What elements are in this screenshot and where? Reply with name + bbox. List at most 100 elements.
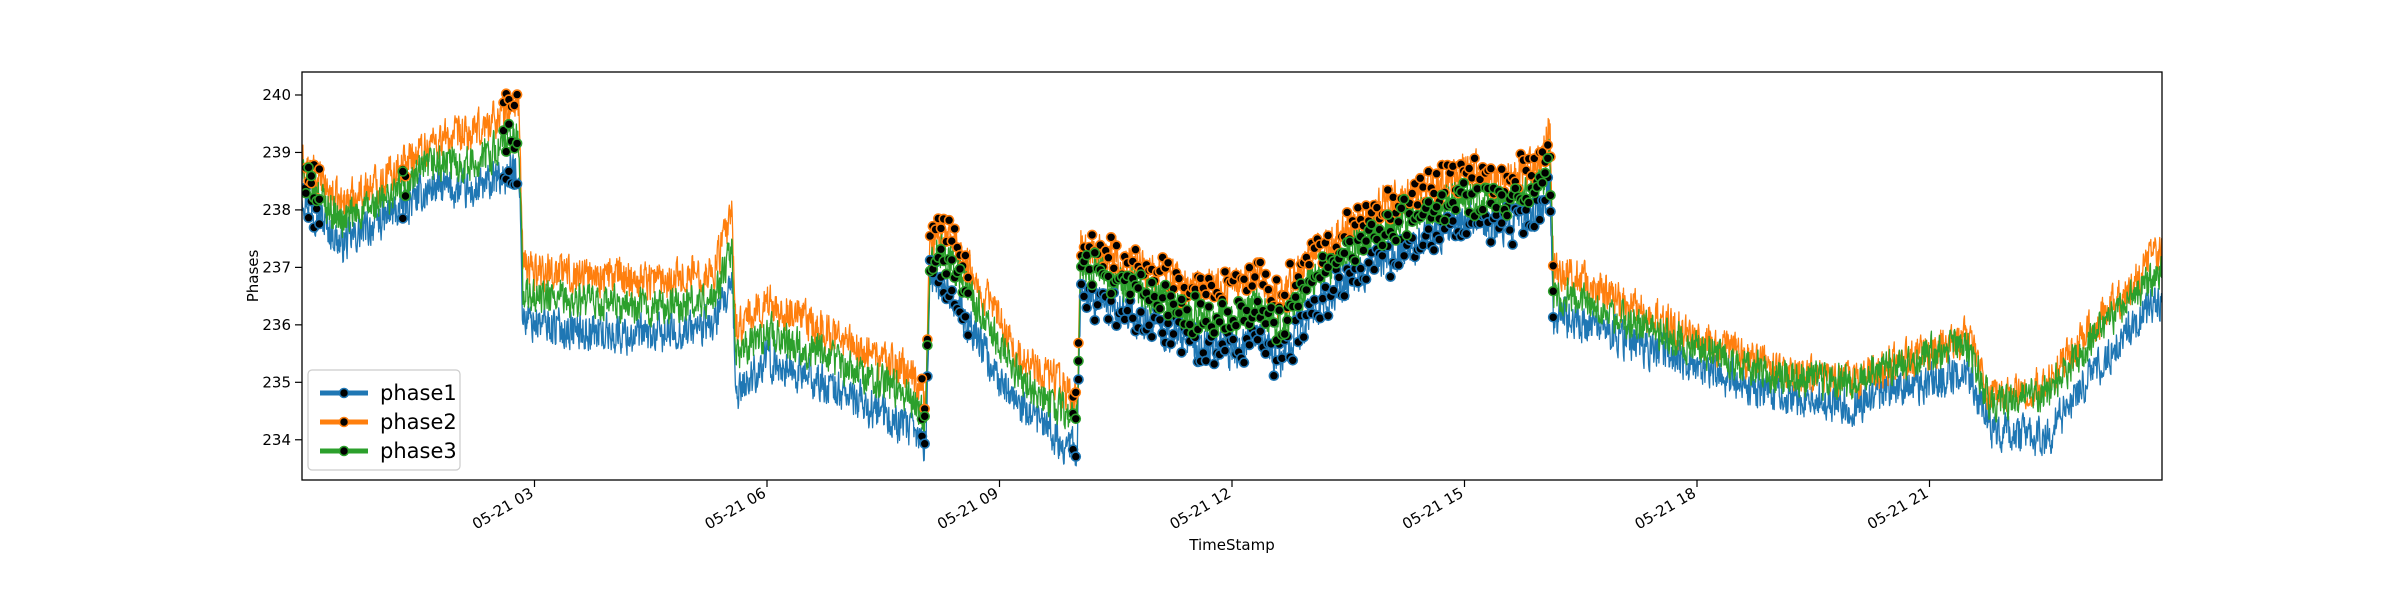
marker-point: [1124, 288, 1136, 300]
marker-point: [924, 230, 936, 242]
marker-point: [1219, 266, 1231, 278]
marker-point: [303, 162, 314, 173]
marker-point: [314, 163, 325, 175]
marker-point: [1501, 210, 1513, 221]
y-tick-label: 238: [262, 201, 291, 219]
series-line-phase1: [302, 154, 2162, 467]
marker-point: [1244, 262, 1255, 273]
marker-point: [1089, 247, 1101, 259]
y-tick-label: 236: [262, 316, 291, 334]
marker-point: [1165, 338, 1177, 350]
marker-point: [509, 100, 520, 111]
marker-point: [1423, 223, 1434, 235]
marker-point: [1154, 303, 1166, 314]
marker-point: [1238, 357, 1250, 368]
marker-point: [1160, 279, 1171, 291]
marker-point: [1238, 273, 1250, 285]
marker-point: [1081, 302, 1092, 314]
marker-point: [1086, 279, 1098, 291]
marker-point: [1434, 234, 1445, 245]
marker-point: [916, 373, 928, 385]
marker-point: [954, 263, 966, 275]
marker-point: [1290, 291, 1301, 303]
marker-point: [1504, 224, 1516, 236]
marker-point: [1518, 228, 1529, 239]
marker-point: [1127, 312, 1139, 324]
marker-point: [1366, 219, 1377, 230]
marker-point: [1539, 167, 1551, 179]
marker-point: [941, 268, 952, 280]
marker-point: [1219, 345, 1231, 356]
marker-point: [314, 194, 325, 205]
marker-point: [1393, 259, 1404, 271]
marker-point: [1423, 196, 1434, 208]
marker-point: [1377, 240, 1388, 251]
marker-point: [1398, 193, 1410, 205]
x-tick-label: 05-21 21: [1864, 484, 1931, 533]
marker-point: [1279, 289, 1290, 301]
marker-point: [1547, 285, 1559, 297]
y-tick-label: 239: [262, 143, 291, 161]
marker-point: [1135, 306, 1147, 318]
marker-point: [1282, 314, 1293, 326]
legend-item-phase1: phase1: [320, 381, 457, 405]
legend-item-phase3: phase3: [320, 439, 457, 463]
x-axis-title: TimeStamp: [1188, 536, 1274, 554]
marker-point: [1249, 271, 1261, 283]
marker-point: [1496, 163, 1507, 175]
marker-point: [1431, 201, 1442, 213]
marker-point: [1073, 355, 1084, 367]
marker-point: [1371, 202, 1383, 213]
x-tick-label: 05-21 09: [934, 484, 1001, 533]
legend-marker: [338, 445, 350, 457]
marker-point: [1132, 282, 1144, 294]
marker-point: [1396, 203, 1407, 214]
x-tick-label: 05-21 06: [702, 484, 769, 533]
marker-point: [511, 138, 523, 149]
marker-point: [949, 223, 960, 235]
marker-point: [1496, 217, 1507, 229]
marker-point: [1469, 153, 1480, 164]
marker-point: [1176, 294, 1187, 305]
marker-point: [1355, 263, 1366, 274]
marker-point: [1206, 280, 1217, 291]
marker-point: [1146, 331, 1158, 343]
legend-marker: [338, 387, 350, 399]
marker-point: [1339, 247, 1350, 259]
marker-point: [919, 438, 931, 450]
legend-item-phase2: phase2: [320, 410, 457, 434]
marker-point: [1485, 236, 1497, 248]
marker-point: [1436, 189, 1448, 201]
marker-point: [1173, 273, 1185, 284]
marker-point: [946, 254, 958, 266]
marker-point: [1255, 257, 1266, 268]
marker-point: [1111, 240, 1122, 251]
marker-point: [1287, 354, 1299, 366]
marker-point: [1322, 310, 1334, 322]
y-tick-label: 234: [262, 431, 291, 449]
y-tick-label: 237: [262, 258, 291, 276]
marker-point: [1368, 264, 1380, 275]
marker-point: [922, 339, 933, 351]
marker-point: [1086, 229, 1098, 241]
y-axis: 234 235 236 237 238 239 240: [262, 86, 302, 449]
marker-point: [1529, 221, 1540, 232]
marker-point: [503, 118, 515, 130]
marker-point: [1463, 163, 1475, 174]
marker-point: [1176, 347, 1187, 358]
marker-point: [1105, 232, 1117, 243]
marker-point: [1208, 327, 1220, 339]
marker-point: [302, 187, 312, 199]
marker-point: [303, 212, 314, 223]
marker-point: [1078, 291, 1090, 302]
marker-point: [1268, 317, 1280, 328]
marker-point: [1303, 259, 1315, 271]
marker-point: [1143, 319, 1155, 331]
marker-point: [397, 166, 409, 177]
legend-marker: [338, 416, 350, 428]
marker-point: [1089, 314, 1101, 326]
marker-point: [1534, 214, 1545, 225]
marker-point: [1076, 278, 1087, 290]
marker-point: [1542, 153, 1554, 164]
plot-area: [302, 88, 2162, 467]
